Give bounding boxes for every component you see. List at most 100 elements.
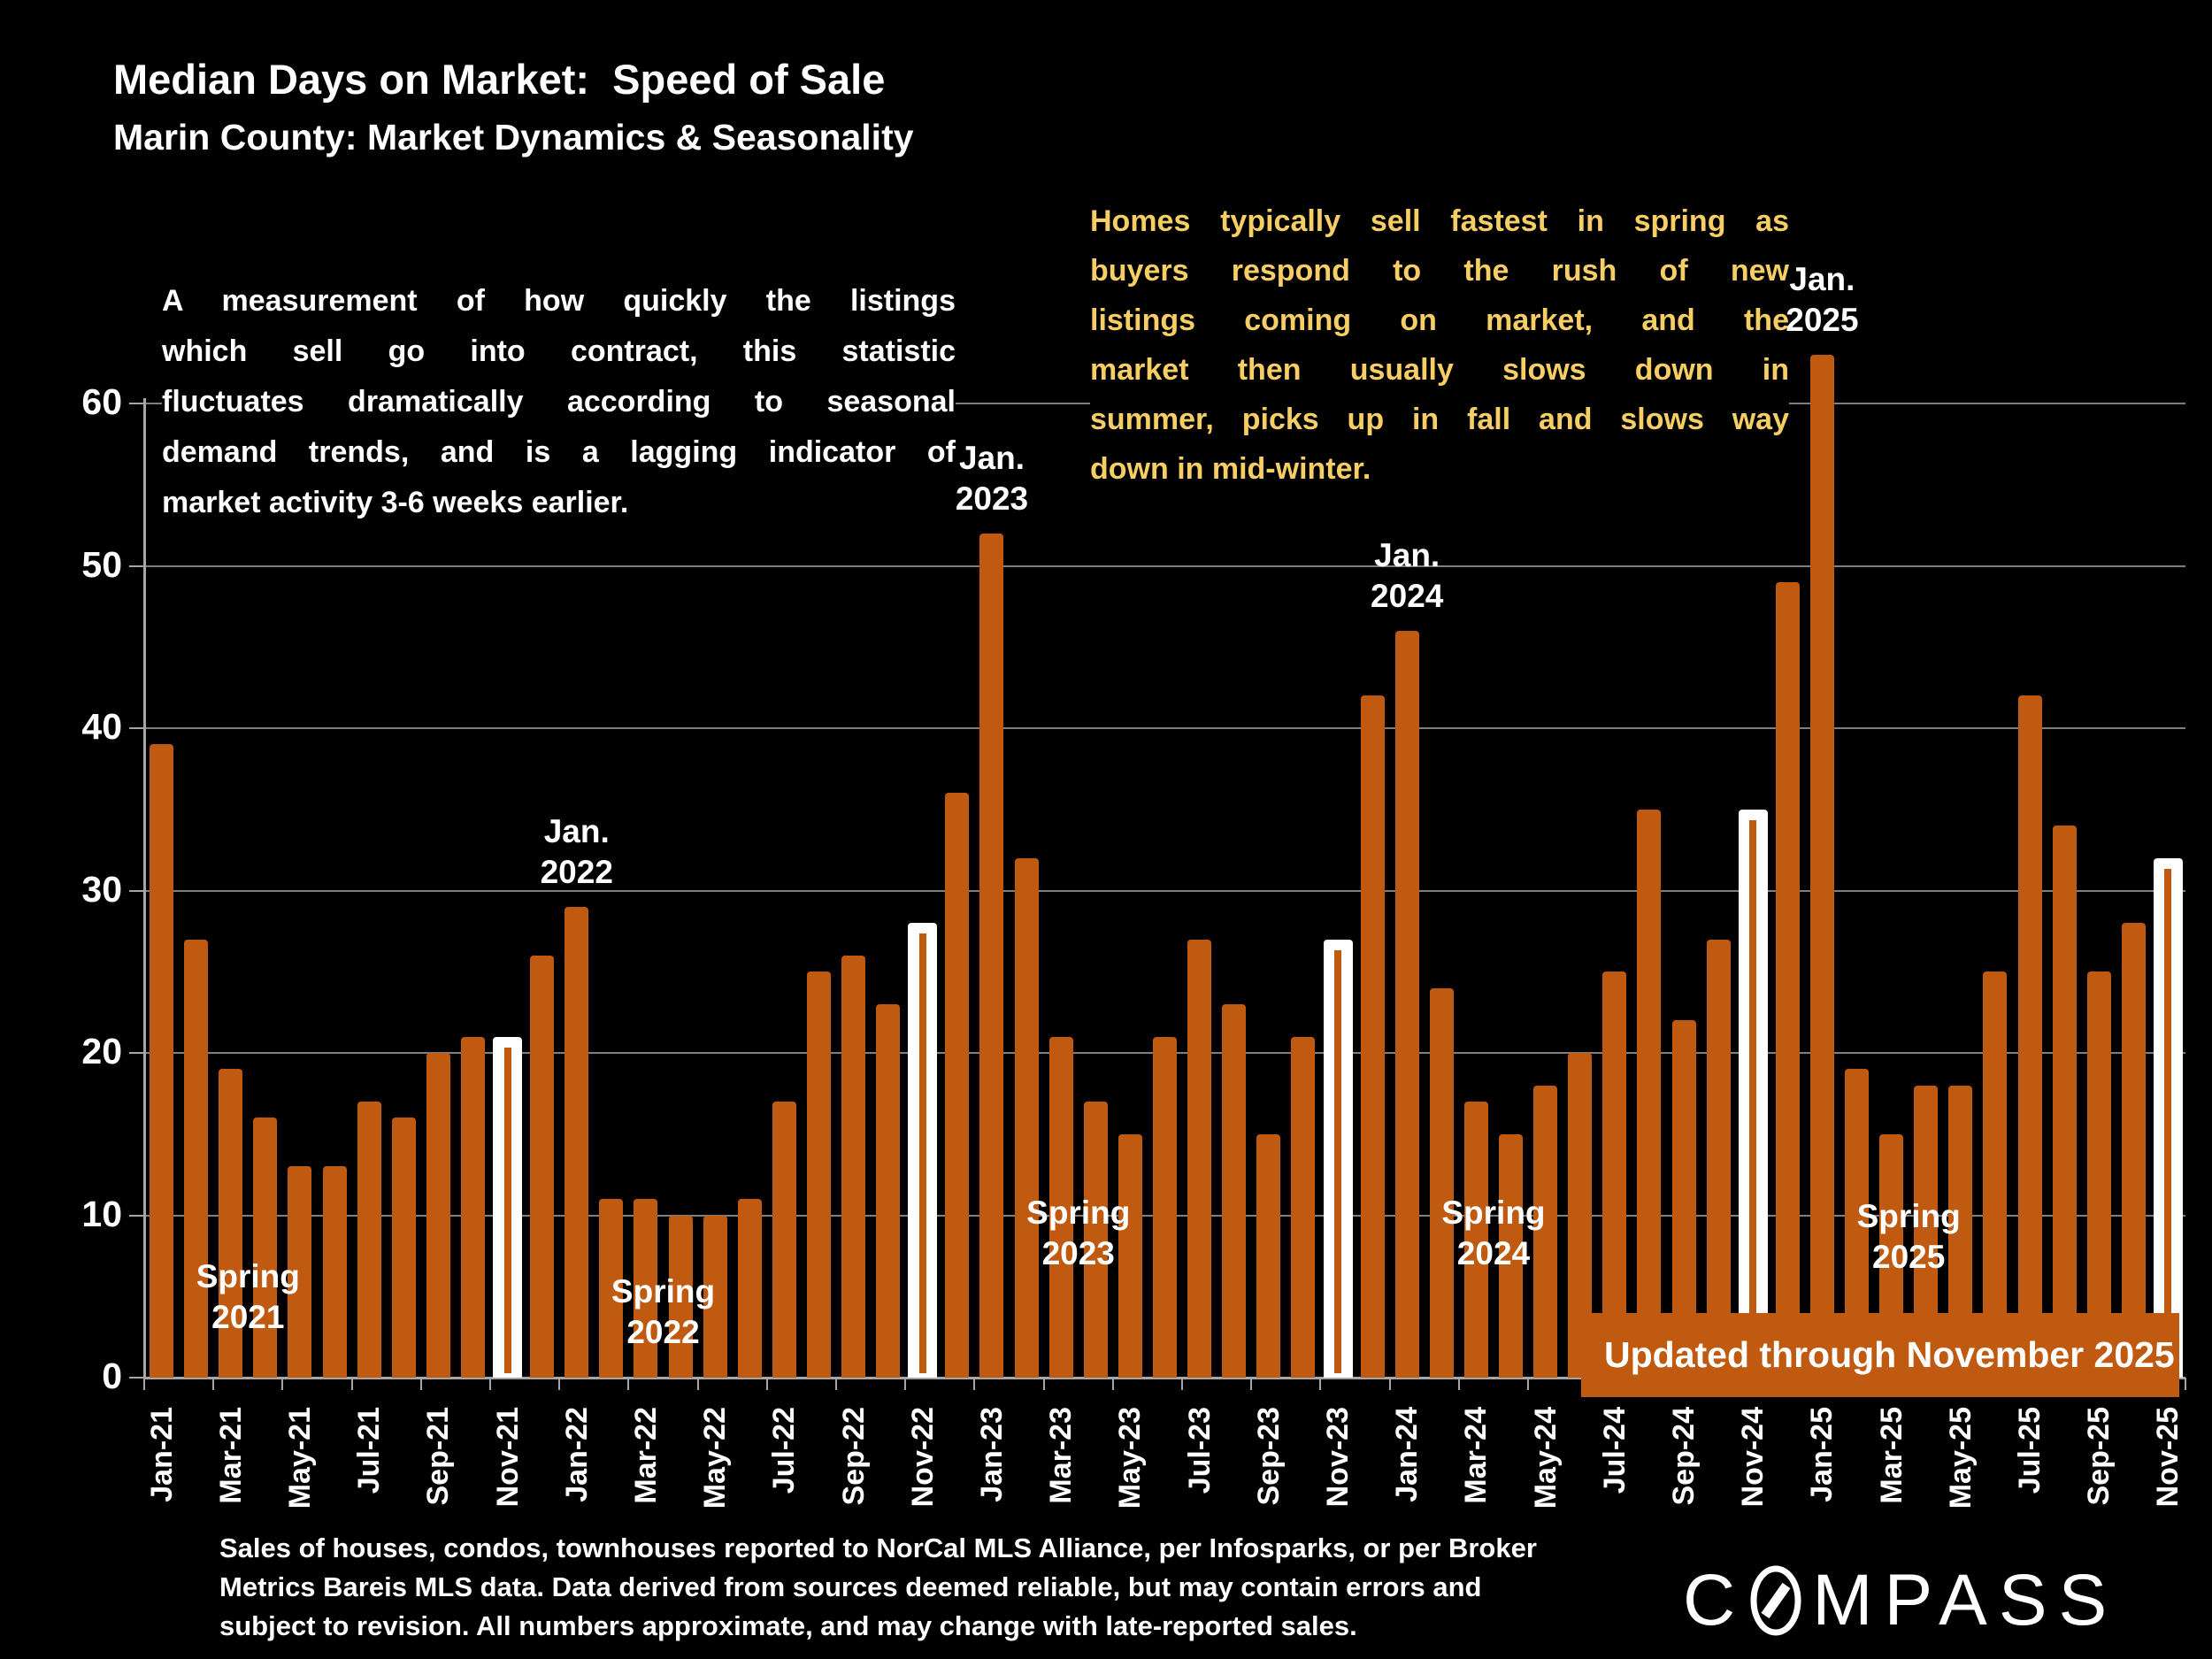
- bar-Feb-22: [599, 1199, 624, 1378]
- bar-Sep-22: [841, 955, 866, 1378]
- bar-Dec-24: [1775, 581, 1800, 1378]
- x-tick: [973, 1378, 976, 1390]
- x-axis-label-Jan-24: Jan-24: [1390, 1407, 1425, 1502]
- right-note: Homes typically sell fastest in spring a…: [1090, 196, 1789, 494]
- annotation-spring-2025: Spring 2025: [1856, 1198, 1961, 1275]
- x-tick: [765, 1378, 768, 1390]
- page-subtitle: Marin County: Market Dynamics & Seasonal…: [113, 117, 914, 157]
- right-note-line: Homes typically sell fastest in spring a…: [1090, 204, 1789, 238]
- x-tick: [627, 1378, 630, 1390]
- right-note-line: listings coming on market, and the: [1090, 303, 1789, 337]
- bar-highlighted-Nov-23: [1323, 939, 1353, 1378]
- bar-Dec-22: [945, 793, 970, 1378]
- bar-Mar-23: [1048, 1036, 1073, 1378]
- bar-Jan-22: [565, 906, 589, 1378]
- bar-Jun-25: [1983, 972, 2008, 1378]
- y-tick-50: [129, 565, 144, 567]
- x-tick: [281, 1378, 284, 1390]
- bar-Apr-24: [1499, 1133, 1524, 1378]
- bar-inner-stripe: [1334, 949, 1341, 1373]
- x-axis-label-Jan-22: Jan-22: [559, 1407, 594, 1502]
- left-note-line: A measurement of how quickly the listing…: [162, 284, 956, 318]
- x-axis-label-Mar-22: Mar-22: [628, 1407, 663, 1504]
- bar-highlighted-Nov-21: [493, 1036, 523, 1378]
- y-tick-20: [129, 1052, 144, 1054]
- gridline-40: [144, 727, 2185, 729]
- x-axis-label-Sep-23: Sep-23: [1251, 1407, 1286, 1506]
- y-axis-label-50: 50: [81, 543, 122, 585]
- x-tick: [1319, 1378, 1322, 1390]
- x-axis-label-Mar-25: Mar-25: [1874, 1407, 1909, 1504]
- bar-May-22: [703, 1215, 727, 1378]
- x-tick: [2185, 1378, 2186, 1390]
- compass-logo-text-mpass: MPASS: [1812, 1560, 2119, 1640]
- bar-Jan-25: [1809, 354, 1834, 1378]
- bar-May-21: [288, 1166, 312, 1378]
- x-tick: [904, 1378, 907, 1390]
- page-title: Median Days on Market: Speed of Sale: [113, 56, 886, 103]
- x-axis-label-Nov-23: Nov-23: [1321, 1407, 1355, 1508]
- bar-Jan-23: [979, 533, 1004, 1378]
- gridline-30: [144, 889, 2185, 892]
- bar-Dec-21: [530, 955, 555, 1378]
- x-tick: [212, 1378, 215, 1390]
- x-axis-label-May-23: May-23: [1113, 1407, 1148, 1509]
- left-note: A measurement of how quickly the listing…: [162, 276, 956, 528]
- y-axis-line: [143, 398, 146, 1378]
- bar-Mar-22: [634, 1199, 658, 1378]
- x-axis-label-Nov-25: Nov-25: [2151, 1407, 2185, 1508]
- x-axis-label-Mar-21: Mar-21: [213, 1407, 248, 1504]
- bar-Oct-22: [876, 1003, 901, 1378]
- x-tick: [1457, 1378, 1460, 1390]
- x-axis-label-Jul-22: Jul-22: [767, 1407, 802, 1494]
- x-tick: [419, 1378, 422, 1390]
- y-tick-0: [129, 1377, 144, 1379]
- annotation-jan-2023: Jan. 2023: [955, 439, 1029, 517]
- y-axis-label-40: 40: [81, 706, 122, 747]
- y-axis-label-60: 60: [81, 381, 122, 422]
- x-axis-label-Mar-24: Mar-24: [1459, 1407, 1494, 1504]
- bar-inner-stripe: [2164, 868, 2172, 1373]
- x-axis-label-Sep-21: Sep-21: [421, 1407, 456, 1506]
- bar-May-24: [1533, 1085, 1558, 1378]
- bar-Jul-23: [1187, 939, 1212, 1378]
- bar-Aug-24: [1637, 809, 1662, 1378]
- bar-Jul-22: [772, 1102, 796, 1378]
- bar-Apr-21: [253, 1118, 278, 1378]
- footer-line: Sales of houses, condos, townhouses repo…: [219, 1532, 1537, 1563]
- x-axis-label-Nov-21: Nov-21: [490, 1407, 525, 1508]
- x-axis-label-May-24: May-24: [1528, 1407, 1563, 1509]
- gridline-50: [144, 565, 2185, 567]
- x-axis-label-Jul-21: Jul-21: [352, 1407, 387, 1494]
- bar-inner-stripe: [918, 933, 926, 1373]
- left-note-line: demand trends, and is a lagging indicato…: [162, 435, 956, 469]
- x-axis-label-Sep-25: Sep-25: [2082, 1407, 2116, 1506]
- left-note-line: market activity 3-6 weeks earlier.: [162, 486, 629, 519]
- bar-Jun-23: [1153, 1036, 1177, 1378]
- bar-Feb-24: [1429, 987, 1454, 1378]
- bar-Aug-21: [391, 1118, 416, 1378]
- x-tick: [835, 1378, 838, 1390]
- bar-Jan-21: [150, 744, 174, 1378]
- annotation-jan-2024: Jan. 2024: [1371, 536, 1444, 614]
- x-axis-label-Jan-21: Jan-21: [144, 1407, 179, 1502]
- y-tick-30: [129, 889, 144, 892]
- update-banner-text: Updated through November 2025: [1604, 1334, 2175, 1375]
- x-tick: [1181, 1378, 1184, 1390]
- bar-Sep-21: [426, 1053, 450, 1378]
- x-axis-label-Jul-24: Jul-24: [1597, 1407, 1632, 1494]
- x-tick: [1527, 1378, 1530, 1390]
- right-note-line: summer, picks up in fall and slows way: [1090, 403, 1789, 436]
- footer-line: subject to revision. All numbers approxi…: [219, 1610, 1357, 1641]
- y-axis-label-30: 30: [81, 868, 122, 910]
- bar-Dec-23: [1360, 695, 1385, 1378]
- x-axis-label-Jul-23: Jul-23: [1182, 1407, 1217, 1494]
- x-tick: [1042, 1378, 1045, 1390]
- bar-Aug-23: [1222, 1003, 1247, 1378]
- bar-Jul-25: [2017, 695, 2042, 1378]
- x-axis-label-Jul-25: Jul-25: [2013, 1407, 2047, 1494]
- x-tick: [696, 1378, 699, 1390]
- annotation-jan-2025: Jan. 2025: [1786, 260, 1859, 338]
- compass-o-needle-icon: [1750, 1565, 1801, 1636]
